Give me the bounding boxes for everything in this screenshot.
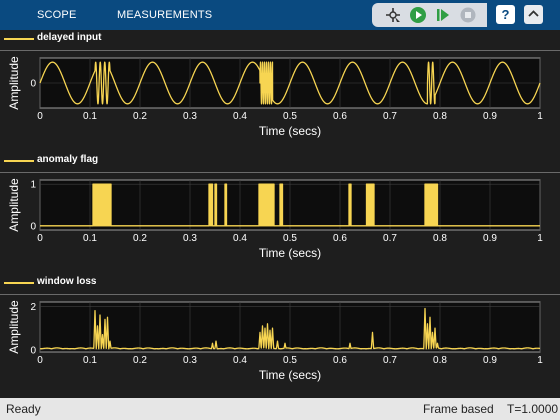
x-tick-label: 0.3 xyxy=(183,355,197,366)
x-tick-label: 1 xyxy=(537,355,543,366)
x-tick-label: 0.3 xyxy=(183,111,197,122)
y-tick-label: 0 xyxy=(30,221,36,232)
legend-label: window loss xyxy=(37,276,97,287)
plot-anomaly-flag: 0 0.1 0.2 0.3 0.4 0.5 0.6 0.7 0.8 0.9 1 0 1 Time (sec… xyxy=(7,178,543,260)
x-tick-label: 0.6 xyxy=(333,111,347,122)
frame-mode: Frame based xyxy=(423,402,494,416)
help-icon[interactable]: ? xyxy=(496,5,515,24)
collapse-icon[interactable] xyxy=(524,5,543,24)
x-tick-label: 0.2 xyxy=(133,233,147,244)
x-tick-label: 0.4 xyxy=(233,111,247,122)
divider xyxy=(0,50,560,51)
x-tick-label: 0.5 xyxy=(283,111,297,122)
plot-delayed-input: 0 0.1 0.2 0.3 0.4 0.5 0.6 0.7 0.8 0.9 1 0 Time (secs… xyxy=(7,56,543,138)
legend-swatch xyxy=(4,38,34,40)
x-tick-label: 0.1 xyxy=(83,233,97,244)
tab-scope[interactable]: SCOPE xyxy=(37,9,77,21)
x-tick-label: 0.7 xyxy=(383,355,397,366)
x-tick-label: 1 xyxy=(537,111,543,122)
divider xyxy=(0,172,560,173)
trace-window-loss xyxy=(39,307,541,350)
x-axis-label: Time (secs) xyxy=(259,246,321,260)
x-tick-label: 0.2 xyxy=(133,111,147,122)
trace-delayed-input xyxy=(39,61,541,105)
tab-measurements[interactable]: MEASUREMENTS xyxy=(117,9,213,21)
y-tick-label: 2 xyxy=(30,302,36,313)
x-tick-label: 0.1 xyxy=(83,111,97,122)
legend-label: delayed input xyxy=(37,32,102,43)
x-tick-label: 0.6 xyxy=(333,355,347,366)
x-tick-label: 0.2 xyxy=(133,355,147,366)
x-tick-label: 0.4 xyxy=(233,355,247,366)
x-tick-label: 0 xyxy=(37,355,43,366)
run-icon[interactable] xyxy=(409,6,427,24)
x-tick-label: 0 xyxy=(37,233,43,244)
stop-icon[interactable] xyxy=(459,6,477,24)
x-tick-label: 0.7 xyxy=(383,111,397,122)
x-tick-label: 0 xyxy=(37,111,43,122)
x-tick-label: 0.5 xyxy=(283,233,297,244)
x-tick-label: 0.7 xyxy=(383,233,397,244)
x-tick-label: 0.5 xyxy=(283,355,297,366)
x-tick-label: 0.9 xyxy=(483,111,497,122)
legend-swatch xyxy=(4,160,34,162)
x-tick-label: 0.4 xyxy=(233,233,247,244)
x-tick-label: 0.8 xyxy=(433,111,447,122)
x-tick-label: 0.6 xyxy=(333,233,347,244)
sim-time: T=1.0000 xyxy=(507,402,559,416)
x-tick-label: 0.8 xyxy=(433,233,447,244)
plot-window-loss: 0 0.1 0.2 0.3 0.4 0.5 0.6 0.7 0.8 0.9 1 0 2 Time (sec… xyxy=(7,300,543,382)
step-forward-icon[interactable] xyxy=(434,6,452,24)
status-bar: Ready Frame based T=1.0000 xyxy=(0,398,560,420)
y-axis-label: Amplitude xyxy=(7,178,21,232)
x-axis-label: Time (secs) xyxy=(259,368,321,382)
y-axis-label: Amplitude xyxy=(7,300,21,354)
trace-anomaly-flag xyxy=(40,183,540,227)
divider xyxy=(0,294,560,295)
status-text: Ready xyxy=(6,402,41,416)
y-tick-label: 0 xyxy=(30,79,36,90)
y-axis-label: Amplitude xyxy=(7,56,21,110)
x-tick-label: 0.3 xyxy=(183,233,197,244)
x-axis-label: Time (secs) xyxy=(259,124,321,138)
y-tick-label: 1 xyxy=(30,180,36,191)
y-tick-label: 0 xyxy=(30,345,36,356)
legend-label: anomaly flag xyxy=(37,154,99,165)
x-tick-label: 0.1 xyxy=(83,355,97,366)
toolstrip: SCOPE MEASUREMENTS ? xyxy=(0,0,560,30)
x-tick-label: 0.9 xyxy=(483,355,497,366)
highlight-signal-icon[interactable] xyxy=(384,6,402,24)
x-tick-label: 0.9 xyxy=(483,233,497,244)
x-tick-label: 0.8 xyxy=(433,355,447,366)
x-tick-label: 1 xyxy=(537,233,543,244)
legend-swatch xyxy=(4,282,34,284)
